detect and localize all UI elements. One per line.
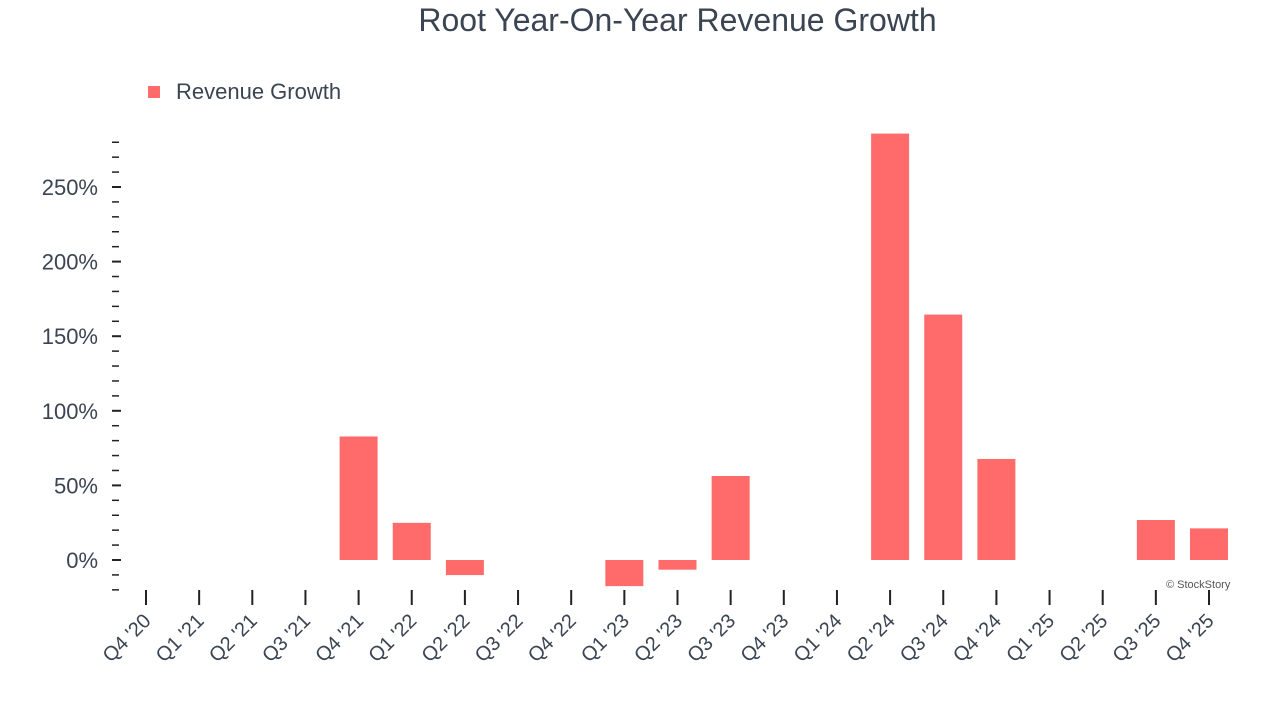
bar: [339, 436, 378, 560]
y-tick-label: 50%: [54, 473, 98, 498]
x-tick-label: Q2 '24: [843, 610, 900, 667]
x-tick-label: Q4 '23: [737, 610, 794, 667]
x-tick-label: Q2 '25: [1055, 610, 1112, 667]
bar: [977, 458, 1016, 560]
x-tick-label: Q2 '22: [418, 610, 475, 667]
x-tick-label: Q3 '21: [258, 610, 315, 667]
x-tick-label: Q1 '22: [364, 610, 421, 667]
x-tick-label: Q4 '25: [1162, 610, 1219, 667]
y-tick-label: 250%: [42, 175, 98, 200]
bar: [871, 133, 910, 560]
bar: [1136, 520, 1175, 560]
x-tick-label: Q3 '25: [1109, 610, 1166, 667]
x-tick-label: Q1 '24: [790, 610, 847, 667]
bar: [1190, 528, 1228, 560]
x-tick-label: Q2 '21: [205, 610, 262, 667]
y-tick-label: 100%: [42, 399, 98, 424]
x-tick-label: Q4 '24: [949, 610, 1006, 667]
x-tick-label: Q4 '21: [311, 610, 368, 667]
bar: [445, 560, 484, 576]
y-axis: 0% 50% 100% 150% 200% 250%: [42, 141, 121, 591]
x-tick-label: Q3 '24: [896, 610, 953, 667]
y-tick-label: 200%: [42, 250, 98, 275]
x-tick-label: Q3 '23: [683, 610, 740, 667]
x-tick-label: Q4 '22: [524, 610, 581, 667]
legend-label: Revenue Growth: [176, 79, 342, 104]
y-tick-label: 0%: [66, 548, 98, 573]
y-tick-label: 150%: [42, 324, 98, 349]
x-tick-label: Q1 '21: [152, 610, 209, 667]
bar: [711, 476, 750, 560]
bars: [339, 133, 1228, 587]
x-tick-label: Q4 '20: [99, 610, 156, 667]
x-tick-label: Q1 '25: [1002, 610, 1059, 667]
legend: Revenue Growth: [148, 79, 341, 105]
x-tick-label: Q2 '23: [630, 610, 687, 667]
bar: [924, 314, 963, 560]
credit-label: © StockStory: [1166, 579, 1231, 591]
x-tick-label: Q3 '22: [471, 610, 528, 667]
bar: [605, 560, 644, 587]
chart-title: Root Year-On-Year Revenue Growth: [418, 2, 937, 38]
legend-swatch: [148, 86, 160, 98]
bar: [658, 560, 697, 570]
x-tick-label: Q1 '23: [577, 610, 634, 667]
bar: [392, 522, 431, 560]
